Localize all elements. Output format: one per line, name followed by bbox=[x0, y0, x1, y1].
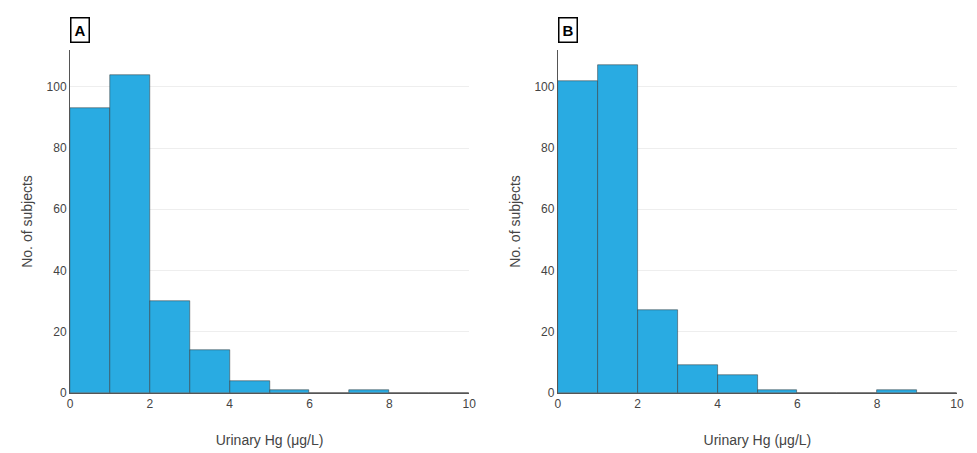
svg-text:A: A bbox=[75, 22, 86, 39]
svg-text:4: 4 bbox=[714, 397, 721, 411]
svg-text:20: 20 bbox=[53, 325, 67, 339]
svg-text:No. of subjects: No. of subjects bbox=[507, 175, 523, 268]
svg-text:100: 100 bbox=[534, 80, 554, 94]
svg-text:0: 0 bbox=[555, 397, 562, 411]
svg-text:2: 2 bbox=[146, 397, 153, 411]
svg-text:60: 60 bbox=[541, 202, 555, 216]
svg-text:No. of subjects: No. of subjects bbox=[19, 175, 35, 268]
svg-text:6: 6 bbox=[306, 397, 313, 411]
svg-text:10: 10 bbox=[950, 397, 964, 411]
svg-text:B: B bbox=[563, 22, 574, 39]
svg-text:Urinary Hg (μg/L): Urinary Hg (μg/L) bbox=[704, 432, 812, 448]
svg-text:8: 8 bbox=[386, 397, 393, 411]
svg-text:100: 100 bbox=[47, 80, 67, 94]
svg-text:40: 40 bbox=[541, 264, 555, 278]
svg-text:20: 20 bbox=[541, 325, 555, 339]
svg-text:0: 0 bbox=[548, 386, 555, 400]
svg-text:80: 80 bbox=[541, 141, 555, 155]
svg-text:6: 6 bbox=[794, 397, 801, 411]
svg-text:0: 0 bbox=[67, 397, 74, 411]
svg-text:60: 60 bbox=[53, 202, 67, 216]
svg-text:0: 0 bbox=[60, 386, 67, 400]
svg-text:40: 40 bbox=[53, 264, 67, 278]
svg-text:80: 80 bbox=[53, 141, 67, 155]
svg-text:10: 10 bbox=[462, 397, 476, 411]
svg-text:2: 2 bbox=[634, 397, 641, 411]
svg-text:8: 8 bbox=[874, 397, 881, 411]
svg-text:Urinary Hg (μg/L): Urinary Hg (μg/L) bbox=[216, 432, 324, 448]
svg-text:4: 4 bbox=[226, 397, 233, 411]
